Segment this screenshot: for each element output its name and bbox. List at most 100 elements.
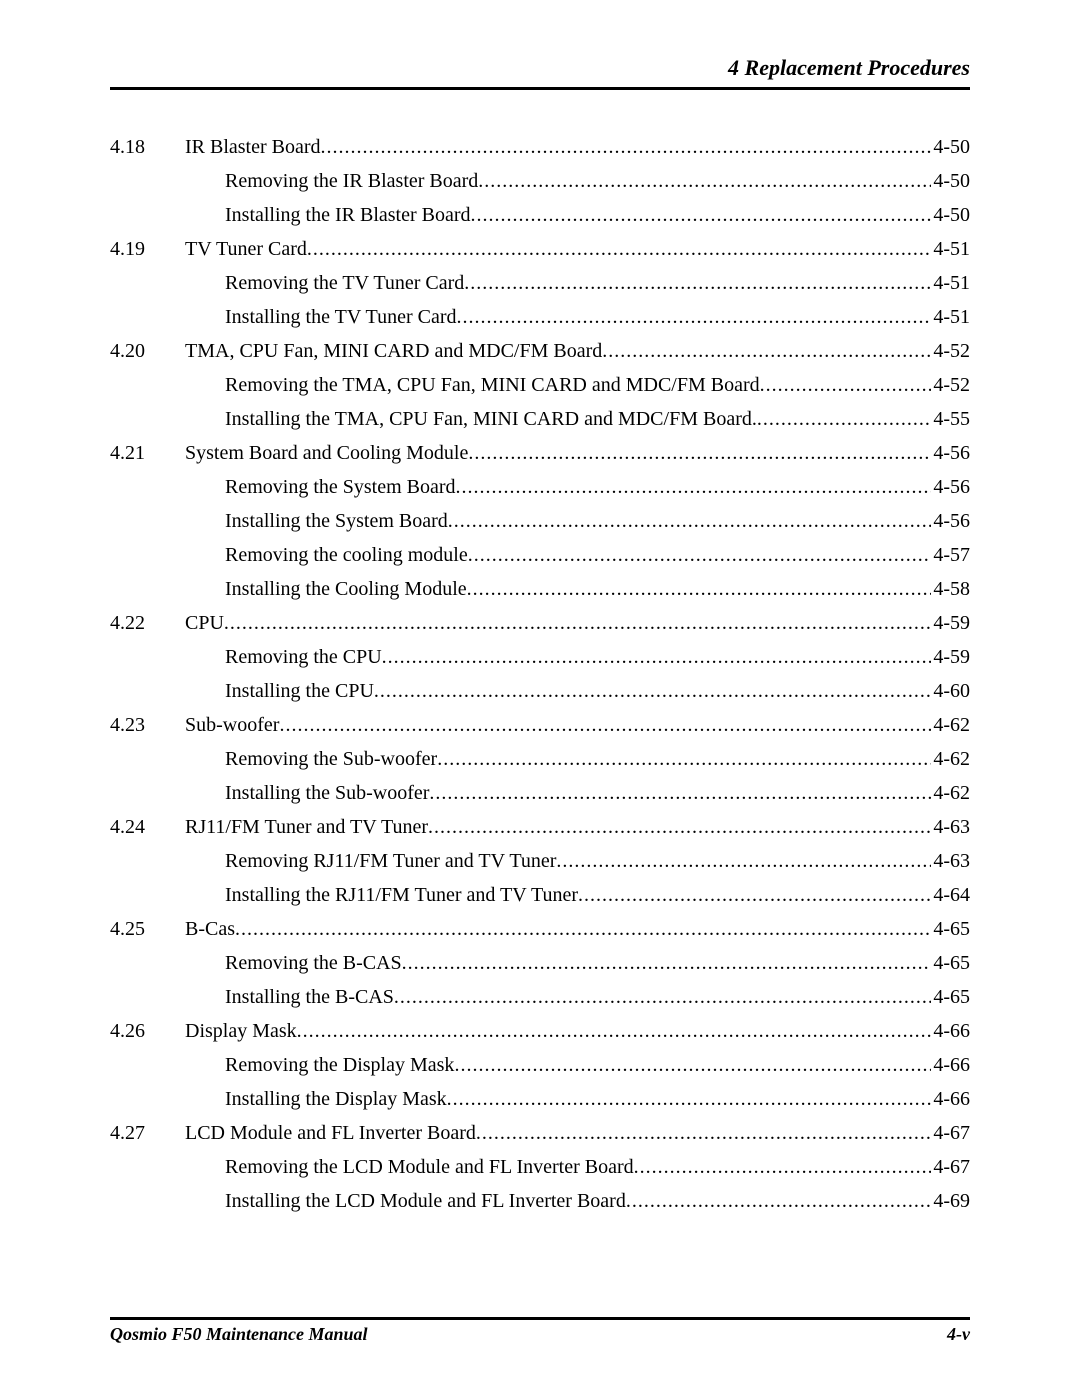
toc-leader-dots [224,606,931,640]
toc-leader-dots [454,1048,931,1082]
toc-leader-dots [382,640,932,674]
toc-page-number: 4-51 [931,300,970,334]
toc-title: Installing the RJ11/FM Tuner and TV Tune… [225,878,578,912]
toc-row: Installing the Cooling Module4-58 [110,572,970,606]
toc-page-number: 4-62 [931,708,970,742]
toc-leader-dots [556,844,931,878]
toc-title: IR Blaster Board [185,130,321,164]
toc-leader-dots [374,674,931,708]
toc-row: Removing the cooling module4-57 [110,538,970,572]
toc-title: Removing the System Board [225,470,456,504]
toc-row: Installing the TV Tuner Card 4-51 [110,300,970,334]
toc-page-number: 4-50 [931,198,970,232]
toc-title: TMA, CPU Fan, MINI CARD and MDC/FM Board [185,334,602,368]
toc-title: Installing the TV Tuner Card [225,300,456,334]
toc-page-number: 4-59 [931,606,970,640]
toc-leader-dots [279,708,931,742]
toc-leader-dots [464,266,931,300]
toc-title: Installing the Sub-woofer [225,776,429,810]
toc-leader-dots [437,742,931,776]
toc-row: 4.22CPU 4-59 [110,606,970,640]
toc-page-number: 4-50 [931,130,970,164]
toc-section-number: 4.20 [110,334,185,368]
toc-page-number: 4-65 [931,980,970,1014]
toc-title: Installing the LCD Module and FL Inverte… [225,1184,626,1218]
toc-page-number: 4-63 [931,844,970,878]
toc-title: Display Mask [185,1014,297,1048]
toc-title: Removing the TV Tuner Card [225,266,464,300]
toc-title: LCD Module and FL Inverter Board [185,1116,476,1150]
toc-section-number: 4.23 [110,708,185,742]
toc-row: 4.24RJ11/FM Tuner and TV Tuner 4-63 [110,810,970,844]
toc-leader-dots [602,334,931,368]
toc-page-number: 4-51 [931,266,970,300]
toc-leader-dots [297,1014,932,1048]
toc-leader-dots [468,436,931,470]
page-header: 4 Replacement Procedures [110,55,970,90]
toc-leader-dots [429,776,931,810]
toc-leader-dots [456,300,931,334]
toc-row: Installing the B-CAS 4-65 [110,980,970,1014]
toc-leader-dots [448,504,932,538]
toc-row: Removing the TMA, CPU Fan, MINI CARD and… [110,368,970,402]
toc-row: Installing the CPU4-60 [110,674,970,708]
toc-row: Installing the Display Mask4-66 [110,1082,970,1116]
toc-title: CPU [185,606,224,640]
toc-row: Removing the TV Tuner Card 4-51 [110,266,970,300]
toc-title: Installing the System Board [225,504,448,538]
toc-title: Removing the IR Blaster Board [225,164,478,198]
toc-leader-dots [478,164,931,198]
toc-page-number: 4-65 [931,946,970,980]
toc-page-number: 4-59 [931,640,970,674]
toc-leader-dots [760,368,932,402]
toc-leader-dots [402,946,932,980]
toc-row: 4.20TMA, CPU Fan, MINI CARD and MDC/FM B… [110,334,970,368]
toc-row: 4.21System Board and Cooling Module4-56 [110,436,970,470]
toc-section-number: 4.27 [110,1116,185,1150]
toc-row: Removing the LCD Module and FL Inverter … [110,1150,970,1184]
toc-section-number: 4.24 [110,810,185,844]
toc-leader-dots [757,402,931,436]
table-of-contents: 4.18IR Blaster Board4-50Removing the IR … [110,130,970,1218]
toc-page-number: 4-51 [931,232,970,266]
toc-page-number: 4-63 [931,810,970,844]
toc-leader-dots [428,810,931,844]
toc-leader-dots [447,1082,932,1116]
toc-page-number: 4-56 [931,504,970,538]
toc-title: Installing the Cooling Module [225,572,467,606]
toc-row: 4.27LCD Module and FL Inverter Board 4-67 [110,1116,970,1150]
toc-title: System Board and Cooling Module [185,436,468,470]
toc-row: Removing the CPU 4-59 [110,640,970,674]
toc-row: Installing the RJ11/FM Tuner and TV Tune… [110,878,970,912]
toc-title: Removing the TMA, CPU Fan, MINI CARD and… [225,368,760,402]
footer-left: Qosmio F50 Maintenance Manual [110,1324,368,1345]
toc-page-number: 4-69 [931,1184,970,1218]
toc-title: RJ11/FM Tuner and TV Tuner [185,810,428,844]
toc-page-number: 4-67 [931,1116,970,1150]
toc-row: 4.23Sub-woofer 4-62 [110,708,970,742]
toc-leader-dots [471,198,932,232]
toc-leader-dots [467,572,932,606]
toc-leader-dots [307,232,931,266]
toc-title: Sub-woofer [185,708,279,742]
toc-row: Installing the IR Blaster Board4-50 [110,198,970,232]
toc-row: Removing the IR Blaster Board4-50 [110,164,970,198]
toc-section-number: 4.22 [110,606,185,640]
toc-title: Installing the B-CAS [225,980,394,1014]
toc-leader-dots [634,1150,932,1184]
toc-page-number: 4-62 [931,742,970,776]
toc-leader-dots [468,538,932,572]
toc-title: Removing the LCD Module and FL Inverter … [225,1150,634,1184]
toc-row: Removing the System Board 4-56 [110,470,970,504]
toc-row: Removing the Display Mask4-66 [110,1048,970,1082]
toc-page-number: 4-56 [931,470,970,504]
toc-page-number: 4-52 [931,334,970,368]
toc-leader-dots [456,470,932,504]
toc-title: Installing the TMA, CPU Fan, MINI CARD a… [225,402,757,436]
toc-row: Removing the B-CAS4-65 [110,946,970,980]
toc-title: TV Tuner Card [185,232,307,266]
toc-title: Removing the CPU [225,640,382,674]
toc-row: Installing the System Board 4-56 [110,504,970,538]
toc-section-number: 4.26 [110,1014,185,1048]
toc-page-number: 4-66 [931,1082,970,1116]
